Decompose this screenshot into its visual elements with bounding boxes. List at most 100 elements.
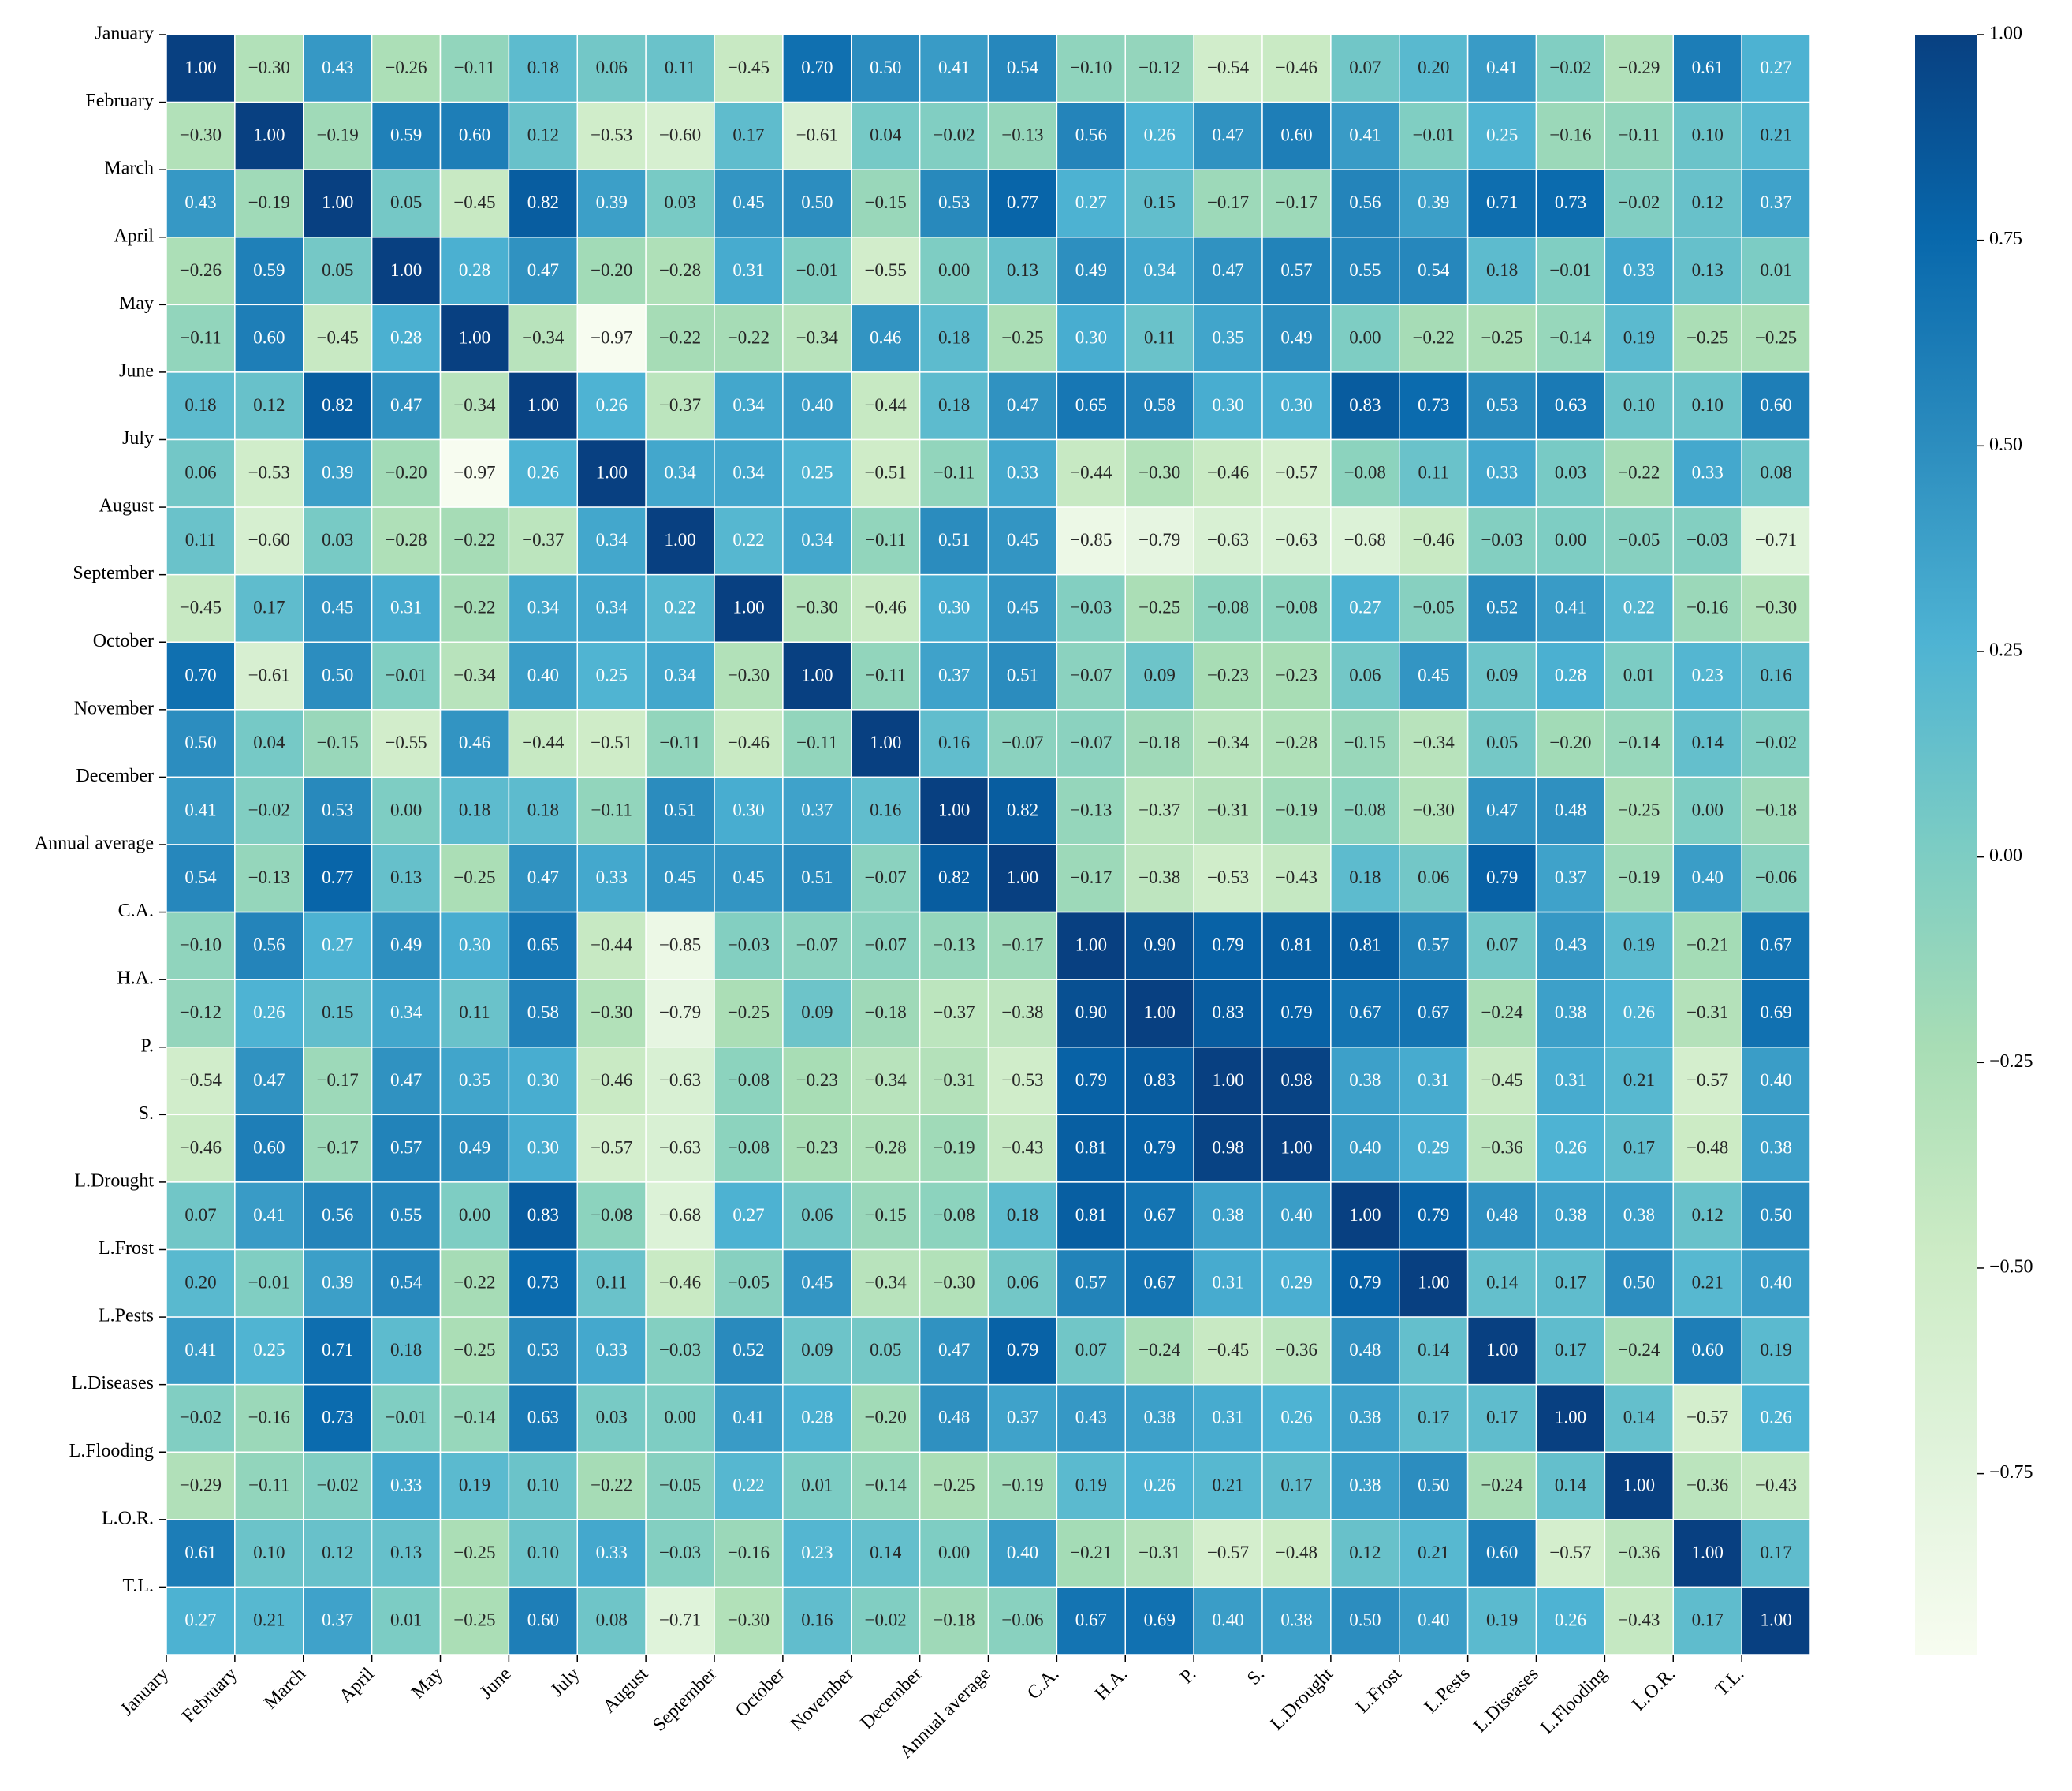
heatmap-cell bbox=[234, 573, 304, 644]
y-tick-label: P. bbox=[140, 1035, 154, 1056]
heatmap-cell bbox=[987, 979, 1058, 1048]
heatmap-cell bbox=[1399, 371, 1469, 441]
heatmap-cell bbox=[439, 438, 510, 508]
heatmap-cell bbox=[1261, 438, 1332, 508]
cell-label: 0.03 bbox=[664, 192, 695, 212]
heatmap-cell bbox=[919, 438, 989, 508]
cell-label: −0.22 bbox=[591, 1475, 632, 1494]
heatmap-cell bbox=[1124, 844, 1194, 913]
heatmap-cell bbox=[1330, 979, 1400, 1048]
cell-label: 0.31 bbox=[1212, 1408, 1243, 1427]
heatmap-cell bbox=[851, 1451, 921, 1520]
colorbar bbox=[1915, 35, 1977, 1655]
heatmap-cell bbox=[166, 844, 236, 913]
cell-label: 0.65 bbox=[527, 935, 559, 955]
cell-label: 0.81 bbox=[1349, 935, 1381, 955]
heatmap-cell bbox=[1535, 1047, 1606, 1116]
cell-label: 1.00 bbox=[1212, 1070, 1243, 1090]
cell-label: −0.16 bbox=[728, 1543, 770, 1562]
heatmap-cell bbox=[987, 237, 1058, 306]
heatmap-cell bbox=[371, 573, 442, 644]
heatmap-cell bbox=[371, 1248, 442, 1318]
cell-label: 0.47 bbox=[527, 260, 559, 280]
cell-label: −0.63 bbox=[659, 1070, 701, 1090]
heatmap-cell bbox=[1261, 1383, 1332, 1453]
cell-label: −0.24 bbox=[1138, 1340, 1181, 1360]
heatmap-cell bbox=[576, 169, 647, 238]
cell-label: −0.11 bbox=[865, 665, 906, 685]
cell-label: −0.25 bbox=[453, 1543, 495, 1562]
cell-label: −0.79 bbox=[659, 1002, 701, 1022]
cell-label: 0.43 bbox=[184, 192, 216, 212]
heatmap-cell bbox=[234, 1383, 304, 1453]
cell-label: 0.34 bbox=[664, 463, 696, 483]
cell-label: 0.38 bbox=[1760, 1137, 1791, 1157]
cell-label: −0.53 bbox=[1001, 1070, 1043, 1090]
heatmap-cell bbox=[1466, 844, 1537, 913]
cell-label: −0.30 bbox=[1755, 598, 1797, 618]
heatmap-cell bbox=[1466, 1519, 1537, 1588]
heatmap-cell bbox=[1741, 34, 1811, 103]
cell-label: −0.44 bbox=[865, 395, 907, 415]
y-tick-label: November bbox=[74, 698, 154, 718]
heatmap-cell bbox=[576, 573, 647, 644]
cell-label: −0.11 bbox=[180, 327, 221, 347]
heatmap-cell bbox=[1604, 371, 1674, 441]
cell-label: −0.38 bbox=[1001, 1002, 1043, 1022]
heatmap-cell bbox=[234, 1586, 304, 1655]
heatmap-cell bbox=[1330, 1451, 1400, 1520]
heatmap-cell bbox=[1535, 573, 1606, 644]
cell-label: 0.57 bbox=[1075, 1273, 1107, 1293]
heatmap-cell bbox=[851, 1248, 921, 1318]
heatmap-cell bbox=[508, 169, 578, 238]
colorbar-tick-label: 0.50 bbox=[1989, 435, 2022, 455]
heatmap-cell bbox=[714, 371, 784, 441]
cell-label: −0.17 bbox=[1276, 192, 1317, 212]
cell-label: 0.12 bbox=[1349, 1543, 1381, 1562]
cell-label: 0.18 bbox=[1349, 868, 1381, 887]
cell-label: −0.30 bbox=[728, 665, 770, 685]
cell-label: 0.15 bbox=[1144, 192, 1176, 212]
cell-label: 0.45 bbox=[1418, 665, 1449, 685]
cell-label: 0.13 bbox=[1692, 260, 1724, 280]
heatmap-cell bbox=[439, 237, 510, 306]
heatmap-cell bbox=[371, 371, 442, 441]
cell-label: 0.11 bbox=[596, 1273, 627, 1293]
cell-label: 0.09 bbox=[1144, 665, 1176, 685]
heatmap-cell bbox=[234, 371, 304, 441]
cell-label: −0.19 bbox=[1618, 868, 1660, 887]
cell-label: −0.05 bbox=[1413, 598, 1455, 618]
cell-label: −0.46 bbox=[180, 1137, 222, 1157]
cell-label: 0.37 bbox=[1555, 868, 1586, 887]
heatmap-cell bbox=[919, 1383, 989, 1453]
heatmap-cell bbox=[1124, 1181, 1194, 1251]
cell-label: −0.25 bbox=[1001, 327, 1043, 347]
heatmap-cell bbox=[1466, 979, 1537, 1048]
heatmap-cell bbox=[1193, 438, 1263, 508]
heatmap-cell bbox=[1399, 1248, 1469, 1318]
heatmap-cell bbox=[851, 844, 921, 913]
cell-label: −0.02 bbox=[1549, 58, 1591, 77]
cell-label: 0.73 bbox=[1555, 192, 1586, 212]
cell-label: 0.50 bbox=[801, 192, 833, 212]
heatmap-cell bbox=[1535, 979, 1606, 1048]
cell-label: 0.81 bbox=[1075, 1205, 1107, 1225]
heatmap-cell bbox=[645, 1586, 715, 1655]
cell-label: −0.37 bbox=[522, 530, 564, 550]
heatmap-cell bbox=[1535, 641, 1606, 711]
cell-label: 0.56 bbox=[322, 1205, 353, 1225]
heatmap-cell bbox=[987, 1316, 1058, 1386]
heatmap-cell bbox=[851, 438, 921, 508]
cell-label: −0.36 bbox=[1686, 1475, 1728, 1494]
heatmap-cell bbox=[576, 709, 647, 778]
cell-label: 0.11 bbox=[665, 58, 695, 77]
heatmap-cell bbox=[1741, 1248, 1811, 1318]
cell-label: 0.40 bbox=[1349, 1137, 1381, 1157]
cell-label: −0.19 bbox=[248, 192, 290, 212]
cell-label: −0.19 bbox=[317, 125, 359, 145]
heatmap-cell bbox=[303, 1519, 373, 1588]
cell-label: 0.37 bbox=[1007, 1408, 1038, 1427]
cell-label: −0.16 bbox=[1686, 598, 1728, 618]
cell-label: 1.00 bbox=[664, 530, 695, 550]
heatmap-cell bbox=[1056, 34, 1126, 103]
